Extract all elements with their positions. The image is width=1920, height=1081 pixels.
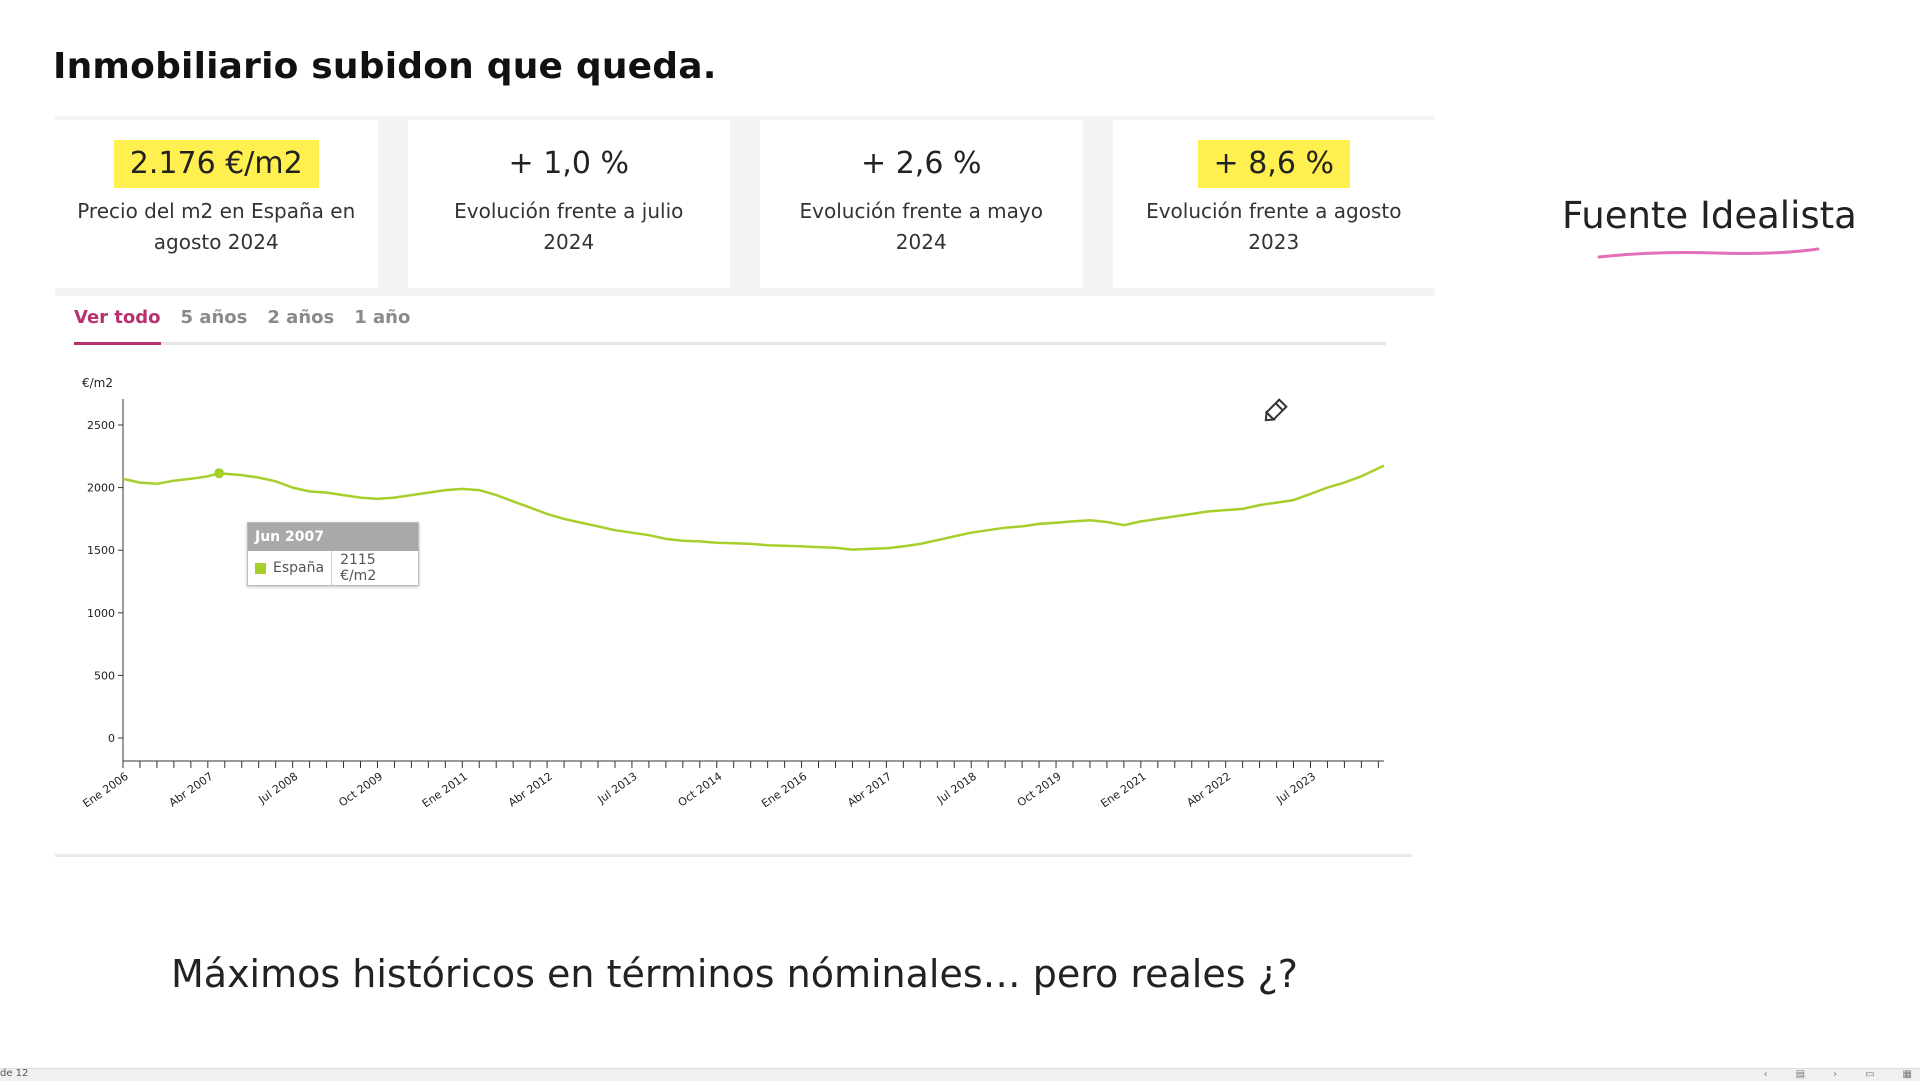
- chevron-left-icon[interactable]: ‹: [1763, 1069, 1768, 1080]
- tooltip-series-name: España: [273, 560, 325, 576]
- x-tick-label: Ene 2006: [81, 770, 131, 811]
- y-axis-label: €/m2: [82, 376, 113, 390]
- tooltip-row: España 2115 €/m2: [248, 551, 418, 585]
- source-label: Fuente Idealista: [1562, 194, 1857, 237]
- grid-view-icon[interactable]: ▦: [1902, 1069, 1912, 1080]
- stat-label: Evolución frente a julio 2024: [454, 199, 684, 254]
- tooltip-value: 2115 €/m2: [340, 552, 377, 584]
- x-tick-label: Abr 2007: [167, 770, 216, 810]
- x-tick-label: Ene 2016: [759, 770, 809, 811]
- price-line-chart: €/m2 0 500 1000 1500 2000 2500 Ene 2006 Abr 2007…: [81, 376, 1385, 811]
- status-bar: de 12 ‹ ▤ › ▭ ▦: [0, 1068, 1920, 1081]
- tab-5-anos[interactable]: 5 años: [180, 307, 248, 328]
- slide-count: de 12: [0, 1068, 29, 1079]
- y-tick-label: 0: [108, 732, 115, 745]
- stat-card-quarterly: + 2,6 % Evolución frente a mayo 2024: [760, 120, 1083, 288]
- x-tick-label: Ene 2021: [1098, 770, 1148, 811]
- range-tabs: Ver todo 5 años 2 años 1 año: [74, 307, 1386, 345]
- stats-cards: 2.176 €/m2 Precio del m2 en España en ag…: [55, 116, 1435, 296]
- y-tick-label: 1500: [87, 544, 115, 557]
- y-tick-label: 2500: [87, 419, 115, 432]
- x-tick-label: Jul 2018: [934, 770, 979, 807]
- y-tick-label: 500: [94, 669, 115, 682]
- legend-swatch: [255, 562, 266, 574]
- y-tick-label: 1000: [87, 607, 115, 620]
- series-line-espana: [122, 464, 1385, 551]
- x-tick-label: Ene 2011: [420, 770, 470, 811]
- x-tick-label: Oct 2009: [336, 770, 385, 810]
- section-divider: [55, 854, 1412, 857]
- tooltip-series: España: [248, 551, 333, 585]
- tooltip-title: Jun 2007: [248, 523, 418, 551]
- stat-value: + 8,6 %: [1197, 140, 1350, 188]
- pen-cursor-icon: [1264, 398, 1288, 422]
- x-tick-label: Abr 2012: [506, 770, 555, 810]
- tab-1-ano[interactable]: 1 año: [354, 307, 411, 328]
- stat-value: 2.176 €/m2: [113, 140, 319, 188]
- stat-label: Evolución frente a agosto 2023: [1146, 199, 1402, 254]
- slide-title: Inmobiliario subidon que queda.: [53, 46, 717, 87]
- x-tick-label: Abr 2017: [845, 770, 894, 810]
- normal-view-icon[interactable]: ▭: [1865, 1069, 1875, 1080]
- tab-2-anos[interactable]: 2 años: [267, 307, 335, 328]
- stat-card-yearly: + 8,6 % Evolución frente a agosto 2023: [1112, 120, 1435, 288]
- chevron-right-icon[interactable]: ›: [1833, 1069, 1838, 1080]
- underline-stroke: [1597, 247, 1820, 259]
- slide-caption: Máximos históricos en términos nóminales…: [171, 952, 1298, 996]
- stat-value: + 1,0 %: [508, 146, 629, 181]
- stat-label: Precio del m2 en España en agosto 2024: [77, 199, 356, 254]
- x-tick-label: Jul 2008: [255, 770, 300, 807]
- stat-value: + 2,6 %: [861, 146, 982, 181]
- x-tick-label: Oct 2014: [676, 770, 725, 810]
- chart-tooltip: Jun 2007 España 2115 €/m2: [247, 522, 419, 586]
- stat-label: Evolución frente a mayo 2024: [799, 199, 1044, 254]
- notes-icon[interactable]: ▤: [1795, 1069, 1806, 1080]
- x-tick-label: Jul 2023: [1273, 770, 1318, 807]
- tab-ver-todo[interactable]: Ver todo: [74, 307, 161, 345]
- stat-card-price: 2.176 €/m2 Precio del m2 en España en ag…: [55, 120, 378, 288]
- stat-card-monthly: + 1,0 % Evolución frente a julio 2024: [407, 120, 730, 288]
- x-tick-label: Jul 2013: [595, 770, 640, 807]
- status-icons: ‹ ▤ › ▭ ▦: [1764, 1069, 1912, 1080]
- highlight-point: [214, 468, 225, 479]
- y-tick-label: 2000: [87, 482, 115, 495]
- x-tick-label: Abr 2022: [1185, 770, 1234, 810]
- x-tick-label: Oct 2019: [1015, 770, 1064, 810]
